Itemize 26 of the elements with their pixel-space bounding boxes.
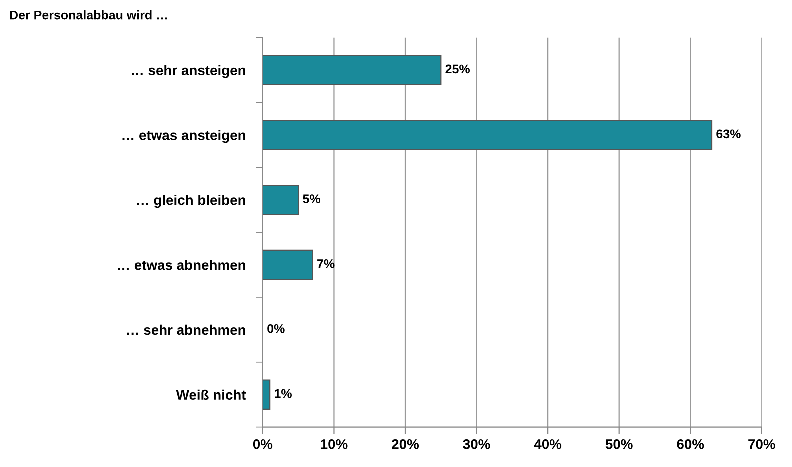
text: Der Personalabbau wird …	[10, 10, 168, 20]
y-tick-label: … gleich bleiben	[137, 195, 246, 208]
x-tick-label: 70%	[748, 439, 776, 450]
x-tick-label: 50%	[606, 439, 633, 450]
y-tick-label: … sehr ansteigen	[132, 65, 246, 78]
bar	[262, 120, 713, 150]
bar	[262, 380, 271, 410]
x-tick-label: 20%	[392, 439, 420, 450]
x-tick-label: 0%	[253, 439, 273, 450]
data-label: 5%	[303, 194, 320, 204]
y-tick-label: … sehr abnehmen	[127, 324, 246, 336]
bar	[262, 55, 442, 86]
data-label: 0%	[268, 324, 285, 334]
x-tick-label: 40%	[534, 439, 562, 450]
data-label: 25%	[446, 64, 470, 74]
data-label: 1%	[275, 389, 292, 398]
bar	[262, 184, 300, 216]
x-tick-label: 10%	[321, 439, 348, 450]
data-label: 63%	[716, 130, 741, 139]
data-label: 7%	[318, 260, 335, 268]
y-tick-label: … etwas ansteigen	[122, 130, 246, 144]
x-tick-label: 60%	[677, 439, 704, 450]
x-tick-label: 30%	[463, 439, 490, 450]
y-tick-label: … etwas abnehmen	[118, 260, 246, 270]
y-tick-label: Weiß nicht	[176, 390, 246, 400]
bar	[262, 250, 314, 280]
